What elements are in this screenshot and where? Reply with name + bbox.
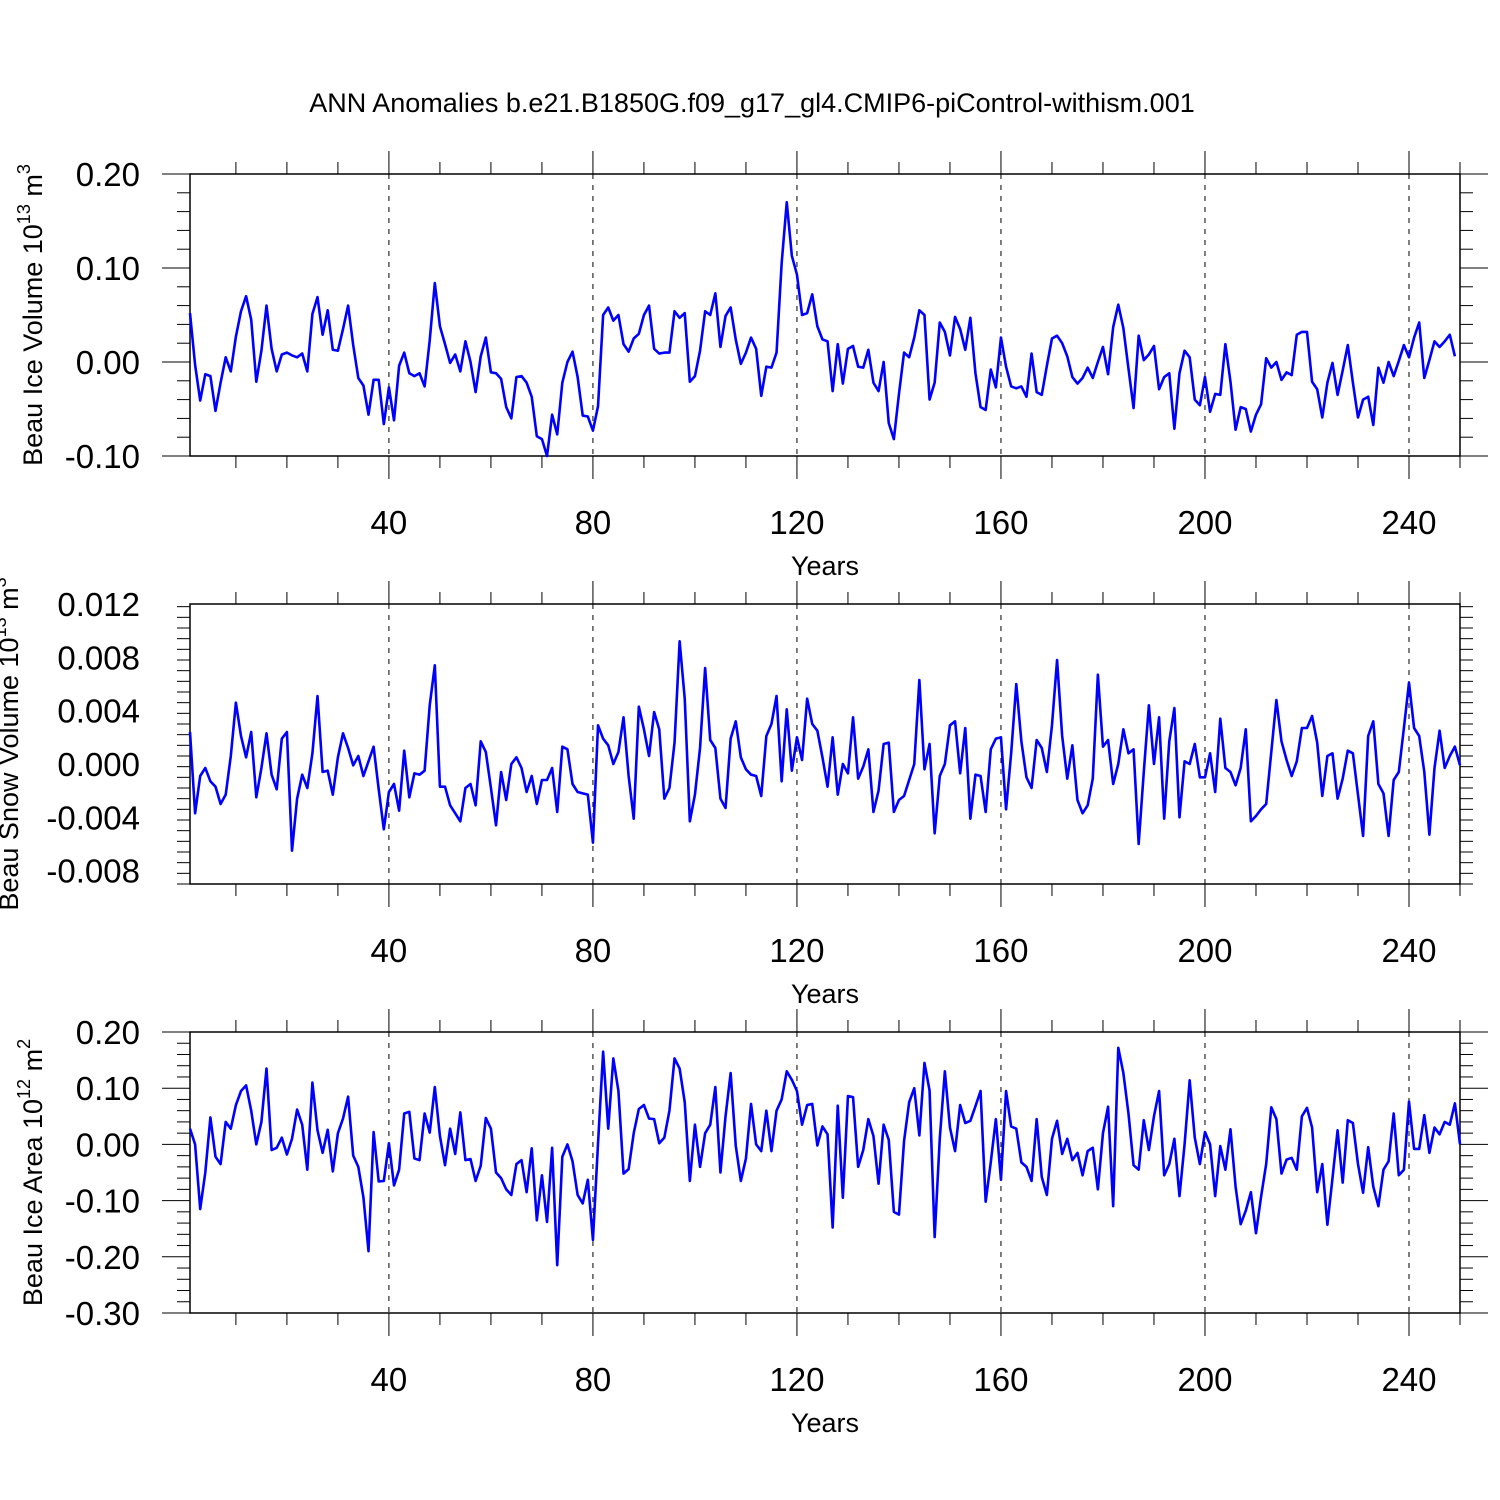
y-tick-label: 0.012 [57, 586, 140, 623]
x-tick-label: 120 [769, 1361, 824, 1398]
x-tick-label: 40 [371, 504, 408, 541]
series-line-ice-volume [188, 200, 1457, 458]
x-tick-label: 200 [1177, 1361, 1232, 1398]
y-axis-label: Beau Ice Volume 1013 m3 [14, 164, 48, 466]
y-axis-label-text: Beau Ice Volume 10 [18, 224, 48, 466]
x-tick-label: 200 [1177, 932, 1232, 969]
y-axis-label-text: Beau Snow Volume 10 [0, 637, 24, 910]
y-axis-label: Beau Snow Volume 1013 m3 [0, 577, 24, 910]
y-tick-label: -0.004 [46, 799, 140, 836]
y-tick-label: -0.20 [65, 1239, 140, 1276]
y-tick-label: -0.30 [65, 1295, 140, 1332]
y-tick-label: 0.004 [57, 693, 140, 730]
x-tick-label: 120 [769, 932, 824, 969]
y-tick-label: -0.10 [65, 438, 140, 475]
x-tick-label: 240 [1381, 504, 1436, 541]
x-tick-label: 40 [371, 1361, 408, 1398]
x-tick-label: 240 [1381, 932, 1436, 969]
plot-frame [189, 173, 1461, 457]
panel-ice-volume: -0.10 0.00 0.10 0.20 40 80 120 160 200 240 Years Be… [14, 151, 1488, 581]
plot-frame [189, 1031, 1461, 1314]
y-tick-label: 0.10 [76, 1070, 140, 1107]
y-tick-label: 0.000 [57, 746, 140, 783]
y-tick-label: 0.008 [57, 639, 140, 676]
y-tick-label: 0.00 [76, 344, 140, 381]
x-tick-label: 160 [973, 1361, 1028, 1398]
y-tick-label: -0.008 [46, 853, 140, 890]
plot-frame [189, 603, 1461, 885]
x-axis-label: Years [791, 551, 859, 581]
y-tick-label: 0.10 [76, 250, 140, 287]
figure-title: ANN Anomalies b.e21.B1850G.f09_g17_gl4.C… [309, 88, 1194, 118]
x-tick-label: 240 [1381, 1361, 1436, 1398]
x-tick-label: 80 [575, 504, 612, 541]
x-tick-label: 200 [1177, 504, 1232, 541]
x-tick-label: 160 [973, 504, 1028, 541]
panel-snow-volume: -0.008 -0.004 0.000 0.004 0.008 0.012 40 80 120 1… [0, 577, 1473, 1009]
y-tick-label: 0.20 [76, 156, 140, 193]
x-tick-label: 160 [973, 932, 1028, 969]
x-tick-label: 40 [371, 932, 408, 969]
y-axis-label-exponent: 13 [0, 617, 10, 637]
y-tick-label: 0.20 [76, 1014, 140, 1051]
y-axis-label: Beau Ice Area 1012 m2 [14, 1039, 48, 1306]
series-line-snow-volume [188, 640, 1462, 852]
x-tick-label: 80 [575, 1361, 612, 1398]
y-axis-label-text: Beau Ice Area 10 [18, 1099, 48, 1306]
y-axis-label-unit-exponent: 3 [14, 164, 34, 174]
y-axis-label-unit: m [18, 174, 48, 204]
y-axis-label-exponent: 13 [14, 204, 34, 224]
y-tick-label: 0.00 [76, 1126, 140, 1163]
series-line-ice-area [188, 1046, 1462, 1267]
y-axis-label-unit-exponent: 3 [0, 577, 10, 587]
y-tick-label: -0.10 [65, 1183, 140, 1220]
y-axis-label-exponent: 12 [14, 1079, 34, 1099]
x-tick-label: 80 [575, 932, 612, 969]
y-axis-label-unit-exponent: 2 [14, 1039, 34, 1049]
x-axis-label: Years [791, 1408, 859, 1438]
y-axis-label-unit: m [18, 1049, 48, 1079]
x-tick-label: 120 [769, 504, 824, 541]
panel-ice-area: -0.30 -0.20 -0.10 0.00 0.10 0.20 40 80 120 160 200… [14, 1009, 1488, 1438]
y-axis-label-unit: m [0, 587, 24, 617]
x-axis-label: Years [791, 979, 859, 1009]
